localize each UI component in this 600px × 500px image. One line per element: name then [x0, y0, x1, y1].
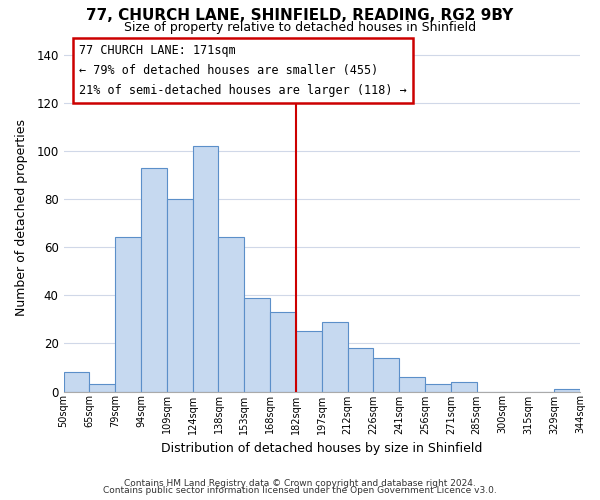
Bar [141, 168, 167, 392]
Bar [115, 238, 141, 392]
Bar [399, 377, 425, 392]
Bar [89, 384, 115, 392]
Text: Size of property relative to detached houses in Shinfield: Size of property relative to detached ho… [124, 21, 476, 34]
Bar [554, 389, 580, 392]
Bar [218, 238, 244, 392]
Bar [296, 332, 322, 392]
Bar [270, 312, 296, 392]
Y-axis label: Number of detached properties: Number of detached properties [15, 118, 28, 316]
Bar [451, 382, 477, 392]
Text: Contains HM Land Registry data © Crown copyright and database right 2024.: Contains HM Land Registry data © Crown c… [124, 478, 476, 488]
Text: 77, CHURCH LANE, SHINFIELD, READING, RG2 9BY: 77, CHURCH LANE, SHINFIELD, READING, RG2… [86, 8, 514, 22]
Bar [167, 199, 193, 392]
Text: Contains public sector information licensed under the Open Government Licence v3: Contains public sector information licen… [103, 486, 497, 495]
X-axis label: Distribution of detached houses by size in Shinfield: Distribution of detached houses by size … [161, 442, 482, 455]
Text: 77 CHURCH LANE: 171sqm
← 79% of detached houses are smaller (455)
21% of semi-de: 77 CHURCH LANE: 171sqm ← 79% of detached… [79, 44, 407, 97]
Bar [244, 298, 270, 392]
Bar [193, 146, 218, 392]
Bar [322, 322, 347, 392]
Bar [347, 348, 373, 392]
Bar [373, 358, 399, 392]
Bar [64, 372, 89, 392]
Bar [425, 384, 451, 392]
